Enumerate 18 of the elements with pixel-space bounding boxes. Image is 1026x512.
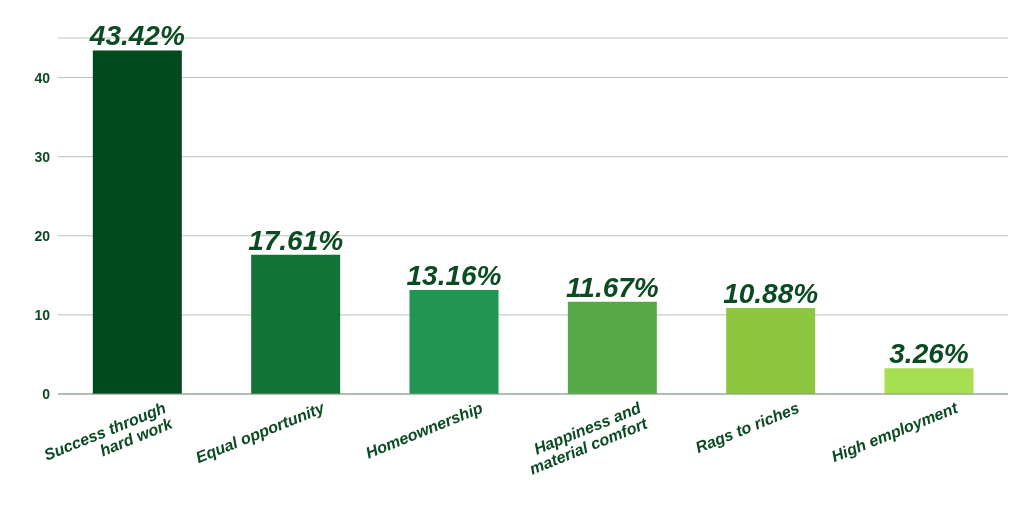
bar — [726, 307, 816, 394]
x-tick-label: Rags to riches — [693, 398, 802, 457]
bar — [567, 301, 657, 394]
bar — [409, 289, 499, 394]
data-label: 13.16% — [406, 259, 502, 291]
bar — [884, 368, 974, 394]
bar — [251, 254, 341, 394]
data-label: 3.26% — [889, 338, 969, 370]
data-label: 43.42% — [88, 20, 185, 52]
data-label: 17.61% — [248, 224, 344, 256]
y-tick-label: 20 — [34, 227, 51, 244]
y-tick-label: 10 — [34, 306, 51, 323]
y-tick-label: 30 — [34, 148, 51, 165]
data-label: 10.88% — [723, 277, 819, 309]
y-tick-label: 40 — [34, 69, 51, 86]
data-label: 11.67% — [565, 271, 659, 303]
bar — [92, 50, 182, 394]
y-tick-label: 0 — [42, 385, 51, 402]
